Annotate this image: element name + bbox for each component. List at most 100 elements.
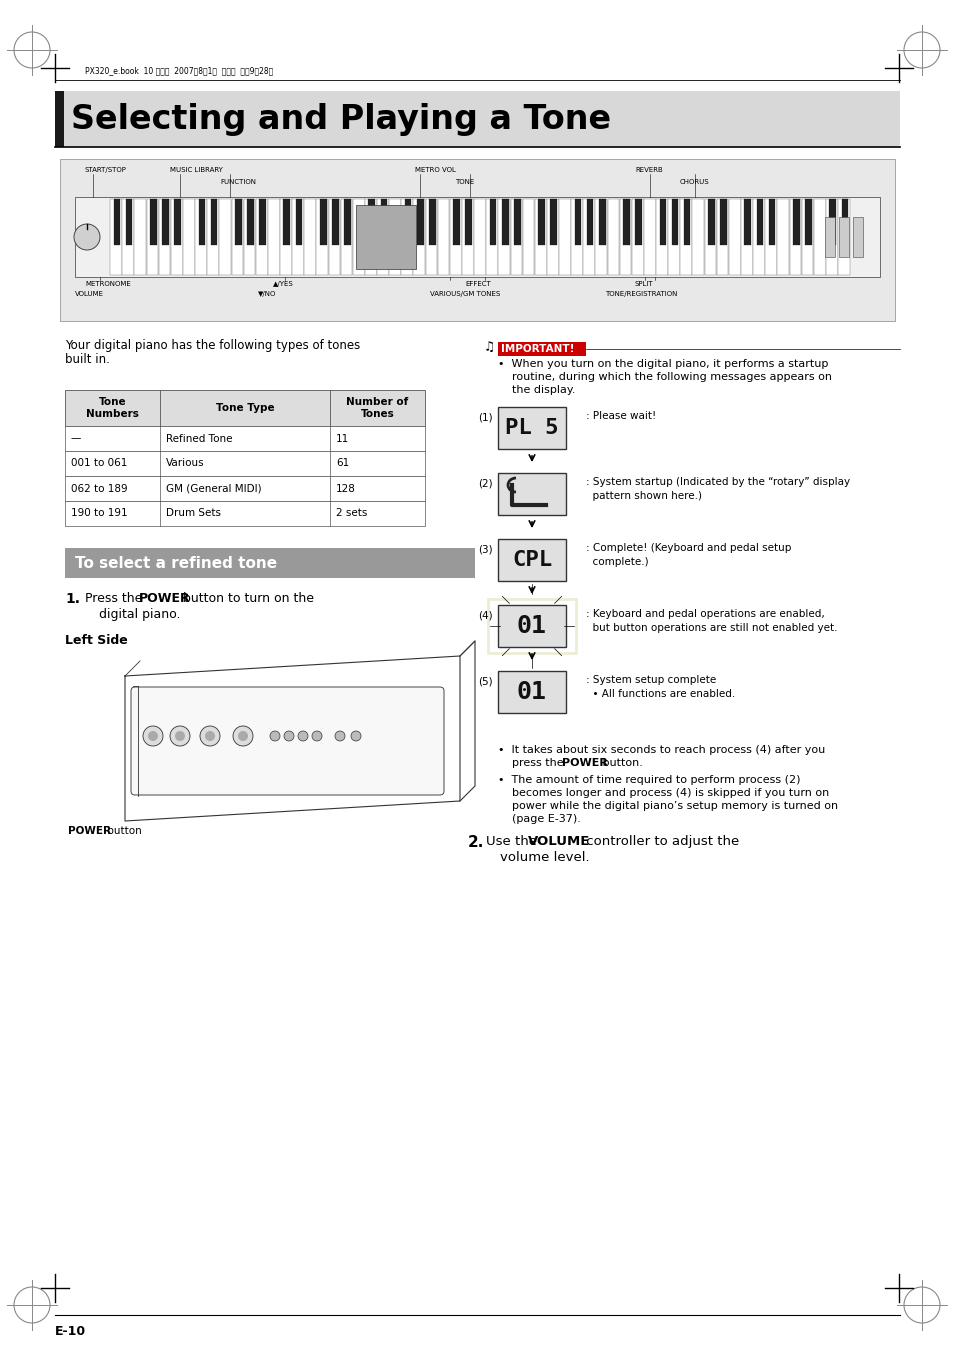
Bar	[60, 159, 894, 322]
Text: FUNCTION: FUNCTION	[220, 178, 255, 185]
Bar	[429, 199, 436, 246]
Text: : System setup complete: : System setup complete	[585, 676, 716, 685]
Text: Your digital piano has the following types of tones: Your digital piano has the following typ…	[65, 339, 360, 353]
Bar	[75, 197, 879, 277]
Bar	[65, 476, 424, 501]
Bar	[55, 91, 64, 147]
Bar	[752, 199, 764, 276]
Bar	[380, 199, 387, 246]
Text: routine, during which the following messages appears on: routine, during which the following mess…	[497, 372, 831, 382]
Bar	[162, 199, 169, 246]
Bar	[283, 199, 290, 246]
Bar	[497, 605, 565, 647]
Text: VOLUME: VOLUME	[527, 835, 590, 848]
Text: To select a refined tone: To select a refined tone	[75, 555, 276, 570]
Bar	[656, 199, 667, 276]
Circle shape	[312, 731, 322, 740]
Bar	[546, 199, 558, 276]
Bar	[113, 199, 120, 246]
Text: volume level.: volume level.	[499, 851, 589, 865]
Text: TONE: TONE	[455, 178, 474, 185]
Text: Number of
Tones: Number of Tones	[346, 397, 408, 419]
Bar	[777, 199, 788, 276]
Bar	[247, 199, 253, 246]
Text: ▼/NO: ▼/NO	[257, 290, 276, 297]
Bar	[607, 199, 618, 276]
Bar	[207, 199, 219, 276]
Text: 2.: 2.	[468, 835, 484, 850]
Bar	[65, 549, 475, 578]
Text: (5): (5)	[477, 676, 492, 686]
Bar	[595, 199, 606, 276]
Bar	[425, 199, 436, 276]
Text: press the: press the	[497, 758, 566, 767]
Bar	[437, 199, 449, 276]
Bar	[376, 199, 389, 276]
Circle shape	[200, 725, 220, 746]
Text: complete.): complete.)	[585, 557, 648, 567]
Bar	[404, 199, 411, 246]
Bar	[497, 671, 565, 713]
Text: START/STOP: START/STOP	[85, 168, 127, 173]
Bar	[622, 199, 629, 246]
Text: (page E-37).: (page E-37).	[497, 815, 580, 824]
Bar	[671, 199, 678, 246]
Circle shape	[237, 731, 248, 740]
Bar	[489, 199, 496, 246]
Text: ▲/YES: ▲/YES	[273, 281, 294, 286]
Bar	[344, 199, 351, 246]
Bar	[522, 199, 534, 276]
Bar	[692, 199, 703, 276]
Text: POWER: POWER	[68, 825, 111, 836]
Bar	[450, 199, 461, 276]
Bar	[720, 199, 726, 246]
Bar	[582, 199, 595, 276]
Bar	[353, 199, 364, 276]
Bar	[486, 199, 497, 276]
Text: ♫: ♫	[483, 340, 495, 354]
Text: controller to adjust the: controller to adjust the	[581, 835, 739, 848]
Text: : Please wait!: : Please wait!	[585, 411, 656, 422]
Bar	[55, 91, 899, 147]
Bar	[631, 199, 643, 276]
Text: button.: button.	[598, 758, 642, 767]
Text: E-10: E-10	[55, 1325, 86, 1337]
Bar	[111, 199, 122, 276]
Bar	[837, 199, 849, 276]
Bar	[667, 199, 679, 276]
Circle shape	[233, 725, 253, 746]
Bar	[316, 199, 328, 276]
Bar	[453, 199, 459, 246]
Bar	[813, 199, 824, 276]
Bar	[789, 199, 801, 276]
Bar	[465, 199, 472, 246]
Text: METRO VOL: METRO VOL	[415, 168, 456, 173]
Bar	[756, 199, 762, 246]
Circle shape	[174, 731, 185, 740]
Bar	[328, 199, 340, 276]
Bar	[838, 218, 848, 257]
Bar	[65, 426, 424, 451]
Text: •  When you turn on the digital piano, it performs a startup: • When you turn on the digital piano, it…	[497, 359, 827, 369]
Bar	[497, 407, 565, 449]
Bar	[571, 199, 582, 276]
Bar	[65, 501, 424, 526]
Text: • All functions are enabled.: • All functions are enabled.	[585, 689, 735, 698]
Text: (1): (1)	[477, 412, 492, 422]
Bar	[413, 199, 425, 276]
Bar	[825, 199, 837, 276]
Bar	[219, 199, 231, 276]
Bar	[635, 199, 641, 246]
Bar	[126, 199, 132, 246]
Bar	[497, 473, 565, 515]
Circle shape	[170, 725, 190, 746]
Text: built in.: built in.	[65, 353, 110, 366]
Bar	[510, 199, 521, 276]
Circle shape	[297, 731, 308, 740]
Bar	[768, 199, 775, 246]
Text: Drum Sets: Drum Sets	[166, 508, 221, 519]
Text: REVERB: REVERB	[635, 168, 662, 173]
Text: IMPORTANT!: IMPORTANT!	[500, 345, 574, 354]
Text: 128: 128	[335, 484, 355, 493]
Bar	[122, 199, 134, 276]
